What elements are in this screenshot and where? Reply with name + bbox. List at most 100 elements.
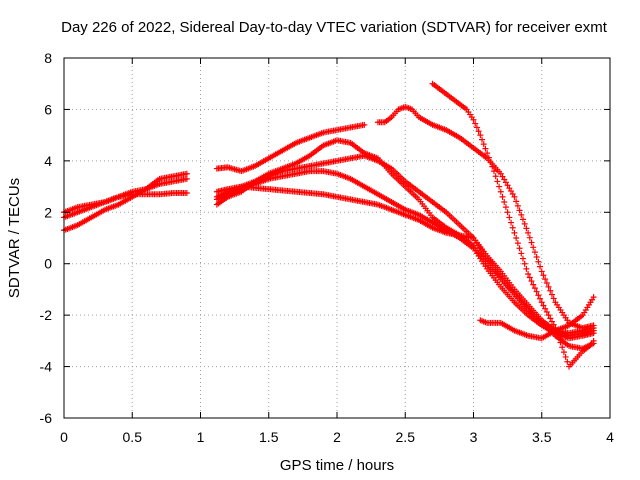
data-point <box>542 305 549 312</box>
data-point <box>528 239 535 246</box>
data-point <box>496 183 503 190</box>
data-point <box>543 308 550 315</box>
data-point <box>533 288 540 295</box>
data-point <box>545 283 552 290</box>
chart-title: Day 226 of 2022, Sidereal Day-to-day VTE… <box>61 19 608 36</box>
data-point <box>533 253 540 260</box>
data-point <box>550 295 557 302</box>
data-point <box>508 219 515 226</box>
data-point <box>513 198 520 205</box>
data-point <box>590 322 597 329</box>
data-point <box>540 272 547 279</box>
axis-ticks <box>63 57 611 419</box>
y-tick-label: 4 <box>44 153 52 169</box>
data-point <box>562 353 569 360</box>
data-point <box>537 295 544 302</box>
data-point <box>550 321 557 328</box>
data-point <box>183 175 190 182</box>
x-tick-label: 3.5 <box>532 429 552 445</box>
x-tick-label: 2 <box>333 429 341 445</box>
data-point <box>518 250 525 257</box>
data-point <box>516 207 523 214</box>
data-point <box>525 271 532 277</box>
data-point <box>470 116 477 123</box>
data-point <box>518 211 525 218</box>
y-tick-label: 8 <box>44 50 52 66</box>
data-point <box>487 159 494 166</box>
data-point <box>484 150 491 157</box>
data-point <box>494 178 501 185</box>
x-tick-label: 3 <box>470 429 478 445</box>
data-point <box>564 358 571 365</box>
x-tick-label: 4 <box>606 429 614 445</box>
data-point <box>361 121 368 128</box>
x-tick-label: 2.5 <box>396 429 416 445</box>
data-point <box>475 128 482 135</box>
data-point <box>548 291 555 298</box>
series-sat-a <box>61 170 190 234</box>
data-point <box>538 268 545 275</box>
data-point <box>477 132 484 139</box>
x-tick-label: 1.5 <box>259 429 279 445</box>
data-point <box>497 188 504 195</box>
data-point <box>511 229 518 236</box>
data-point <box>526 274 533 281</box>
data-point <box>590 294 597 301</box>
x-tick-labels: 0 0.5 1 1.5 2 2.5 3 3.5 4 <box>60 429 614 445</box>
y-axis-label: SDTVAR / TECUs <box>6 178 23 298</box>
data-point <box>557 339 564 346</box>
y-tick-labels: -6 -4 -2 0 2 4 6 8 <box>40 50 53 426</box>
data-point <box>535 292 542 299</box>
data-point <box>480 141 487 148</box>
data-point <box>485 154 492 161</box>
data-point <box>513 235 520 241</box>
data-point <box>521 260 528 267</box>
data-point <box>499 193 506 200</box>
data-point <box>543 280 550 286</box>
data-point <box>559 344 566 351</box>
data-point <box>590 330 597 337</box>
data-point <box>547 315 554 322</box>
data-point <box>514 240 521 247</box>
data-point <box>519 216 526 223</box>
data-point <box>545 312 552 319</box>
y-tick-label: 2 <box>44 204 52 220</box>
data-point <box>555 334 562 341</box>
data-point <box>492 173 499 180</box>
data-point <box>523 265 530 272</box>
data-point <box>490 168 497 175</box>
data-point <box>183 190 190 196</box>
x-tick-label: 0.5 <box>123 429 143 445</box>
data-point <box>516 245 523 252</box>
data-point <box>482 145 489 152</box>
x-axis-label: GPS time / hours <box>280 457 394 474</box>
series-sat-k <box>477 294 597 342</box>
data-point <box>560 349 567 356</box>
data-series <box>61 80 597 370</box>
data-point <box>540 302 547 309</box>
series-sat-c <box>61 190 190 216</box>
y-tick-label: 0 <box>44 256 52 272</box>
data-point <box>501 199 508 205</box>
data-point <box>523 225 530 232</box>
data-point <box>530 281 537 288</box>
data-point <box>479 136 486 143</box>
series-sat-h <box>213 183 597 352</box>
y-tick-label: -6 <box>40 410 53 426</box>
series-sat-j <box>429 80 597 370</box>
data-point <box>506 214 513 221</box>
data-point <box>472 120 479 127</box>
data-point <box>537 263 544 270</box>
y-tick-label: -4 <box>40 359 53 375</box>
y-tick-label: 6 <box>44 101 52 117</box>
data-point <box>531 285 538 292</box>
data-point <box>525 229 532 236</box>
data-point <box>473 124 480 131</box>
data-point <box>521 220 528 227</box>
data-point <box>531 249 538 256</box>
series-sat-d <box>213 121 368 175</box>
data-point <box>538 299 545 306</box>
x-tick-label: 1 <box>197 429 205 445</box>
x-tick-label: 0 <box>60 429 68 445</box>
